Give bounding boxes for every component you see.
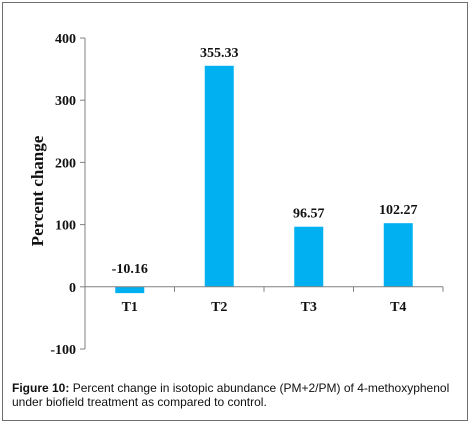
caption-label: Figure 10:	[12, 381, 70, 395]
x-tick-label-t3: T3	[301, 300, 317, 315]
caption-text: Percent change in isotopic abundance (PM…	[12, 381, 450, 409]
y-tick-label: 200	[55, 156, 76, 171]
y-tick-label: 300	[55, 94, 76, 109]
y-tick-label: 0	[69, 281, 76, 296]
bar-t1	[115, 286, 145, 294]
y-axis-title: Percent change	[28, 135, 47, 246]
y-tick-label: 400	[55, 32, 76, 47]
bars: -10.16 355.33 96.57 102.27	[112, 46, 418, 294]
x-tick-label-t1: T1	[122, 300, 138, 315]
bar-t3	[294, 226, 324, 287]
figure-caption: Figure 10: Percent change in isotopic ab…	[12, 381, 464, 409]
data-label-t3: 96.57	[293, 207, 325, 222]
y-axis: -100 0 100 200 300 400	[50, 32, 86, 358]
x-tick-label-t2: T2	[211, 300, 227, 315]
y-tick-label: -100	[50, 343, 76, 358]
data-label-t2: 355.33	[200, 46, 239, 61]
figure-frame: -100 0 100 200 300 400 -10.16 355.33 96.57 102.2…	[2, 2, 468, 421]
y-tick-label: 100	[55, 219, 76, 234]
bar-t4	[383, 223, 413, 287]
bar-t2	[204, 65, 234, 287]
x-tick-label-t4: T4	[390, 300, 406, 315]
data-label-t4: 102.27	[379, 203, 418, 218]
data-label-t1: -10.16	[112, 262, 148, 277]
x-axis: T1 T2 T3 T4	[84, 286, 444, 315]
bar-chart: -100 0 100 200 300 400 -10.16 355.33 96.57 102.2…	[28, 32, 444, 358]
